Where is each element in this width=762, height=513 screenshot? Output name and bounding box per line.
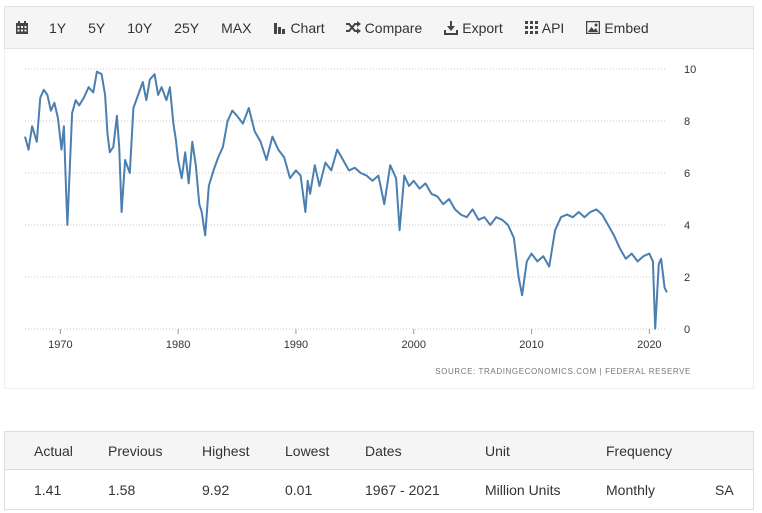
x-axis-ticks: 1970 1980 1990 2000 2010 2020 <box>48 329 662 351</box>
value-previous: 1.58 <box>108 482 136 498</box>
source-note: SOURCE: TRADINGECONOMICS.COM | FEDERAL R… <box>435 367 691 376</box>
header-lowest: Lowest <box>285 442 330 459</box>
header-dates: Dates <box>365 442 402 459</box>
range-1y-button[interactable]: 1Y <box>49 19 67 36</box>
api-button[interactable]: API <box>524 20 564 36</box>
image-icon <box>586 21 601 34</box>
value-actual: 1.41 <box>34 482 62 498</box>
x-tick-label: 2000 <box>401 339 425 351</box>
range-10y-button[interactable]: 10Y <box>127 19 153 36</box>
range-5y-button[interactable]: 5Y <box>88 19 106 36</box>
grid-icon <box>524 21 538 34</box>
header-unit: Unit <box>485 442 510 459</box>
compare-button[interactable]: Compare <box>345 20 422 36</box>
value-adjustment: SA <box>715 482 734 498</box>
line-chart[interactable]: 0 2 4 6 8 10 1970 1980 1990 2000 2010 2020 <box>5 49 755 389</box>
y-tick-label: 2 <box>684 272 690 284</box>
value-lowest: 0.01 <box>285 482 313 498</box>
y-tick-label: 8 <box>684 116 690 128</box>
header-previous: Previous <box>108 442 163 459</box>
value-unit: Million Units <box>485 482 561 498</box>
x-tick-label: 1970 <box>48 339 72 351</box>
chart-button[interactable]: Chart <box>273 20 325 36</box>
x-tick-label: 2020 <box>637 339 661 351</box>
shuffle-icon <box>345 21 361 34</box>
y-axis-ticks: 0 2 4 6 8 10 <box>684 64 696 336</box>
bar-chart-icon <box>274 23 286 34</box>
y-tick-label: 4 <box>684 220 690 232</box>
download-icon <box>444 20 459 35</box>
range-25y-button[interactable]: 25Y <box>174 19 200 36</box>
header-frequency: Frequency <box>606 442 673 459</box>
stats-table: Actual Previous Highest Lowest Dates Uni… <box>4 431 754 510</box>
calendar-icon <box>16 20 28 34</box>
header-highest: Highest <box>202 442 250 459</box>
stats-value-row: 1.41 1.58 9.92 0.01 1967 - 2021 Million … <box>5 470 753 510</box>
series-line[interactable] <box>24 70 668 330</box>
calendar-button[interactable] <box>15 20 29 35</box>
chart-panel: 0 2 4 6 8 10 1970 1980 1990 2000 2010 2020 SOURCE:… <box>4 49 754 389</box>
chart-toolbar: 1Y 5Y 10Y 25Y MAX Chart Compare Export <box>4 6 754 49</box>
value-frequency: Monthly <box>606 482 656 498</box>
y-tick-label: 6 <box>684 168 690 180</box>
x-tick-label: 1980 <box>166 339 190 351</box>
header-actual: Actual <box>34 442 73 459</box>
x-tick-label: 2010 <box>519 339 543 351</box>
value-highest: 9.92 <box>202 482 230 498</box>
value-dates: 1967 - 2021 <box>365 482 440 498</box>
y-tick-label: 0 <box>684 324 690 336</box>
stats-header-row: Actual Previous Highest Lowest Dates Uni… <box>5 432 753 470</box>
grid-lines <box>25 68 667 330</box>
x-tick-label: 1990 <box>284 339 308 351</box>
y-tick-label: 10 <box>684 64 696 76</box>
embed-button[interactable]: Embed <box>586 20 649 36</box>
export-button[interactable]: Export <box>444 20 503 36</box>
range-max-button[interactable]: MAX <box>221 19 252 36</box>
